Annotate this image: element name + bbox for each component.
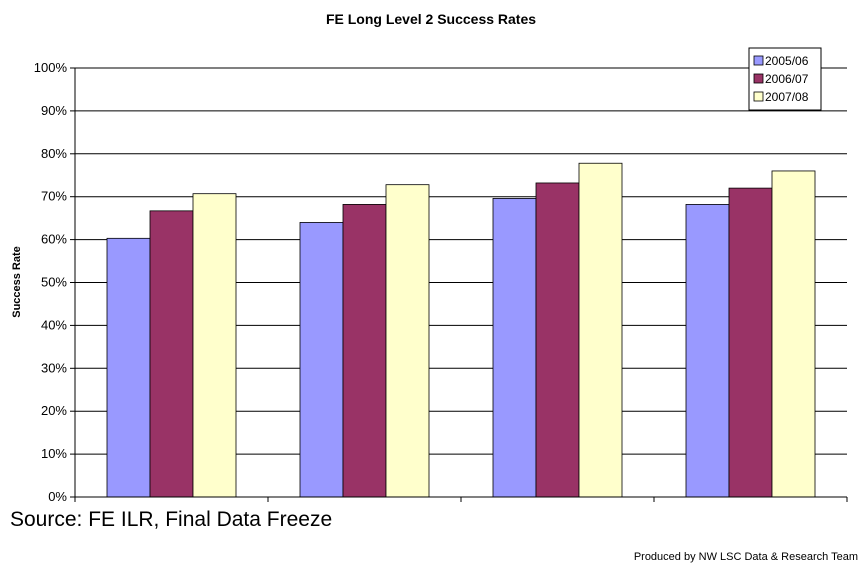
- bars: [106, 162, 816, 498]
- bar: [728, 187, 773, 498]
- bar: [385, 184, 430, 498]
- source-note: Source: FE ILR, Final Data Freeze: [10, 508, 333, 531]
- legend-swatch: [753, 73, 764, 84]
- legend-label: 2005/06: [765, 54, 809, 68]
- bar: [299, 222, 344, 498]
- bar-chart: FE Long Level 2 Success Rates Success Ra…: [11, 11, 848, 504]
- y-tick-label: 80%: [41, 146, 67, 161]
- bar: [342, 204, 387, 498]
- legend-swatch: [753, 55, 764, 66]
- y-tick-label: 0%: [48, 489, 67, 504]
- y-tick-label: 90%: [41, 103, 67, 118]
- bar: [685, 204, 730, 498]
- y-axis-label: Success Rate: [11, 246, 23, 318]
- chart-title: FE Long Level 2 Success Rates: [326, 11, 536, 27]
- legend-swatch: [753, 91, 764, 102]
- bar: [771, 170, 816, 498]
- y-tick-labels: 0% 10% 20% 30% 40% 50% 60% 70% 80% 90% 100%: [34, 60, 68, 504]
- y-tick-label: 70%: [41, 189, 67, 204]
- bar: [535, 182, 580, 498]
- bar: [192, 193, 237, 498]
- y-tick-label: 20%: [41, 403, 67, 418]
- bar: [578, 162, 623, 498]
- y-tick-label: 100%: [34, 60, 68, 75]
- credit-note: Produced by NW LSC Data & Research Team: [633, 551, 858, 563]
- y-tick-label: 10%: [41, 446, 67, 461]
- bar: [149, 210, 194, 498]
- legend-label: 2006/07: [765, 72, 809, 86]
- axes: [70, 67, 848, 502]
- legend: 2005/06 2006/07 2007/08: [748, 47, 822, 111]
- y-tick-label: 30%: [41, 360, 67, 375]
- y-tick-label: 50%: [41, 275, 67, 290]
- bar: [492, 198, 537, 498]
- y-tick-label: 60%: [41, 232, 67, 247]
- legend-label: 2007/08: [765, 90, 809, 104]
- y-tick-label: 40%: [41, 317, 67, 332]
- bar: [106, 237, 151, 498]
